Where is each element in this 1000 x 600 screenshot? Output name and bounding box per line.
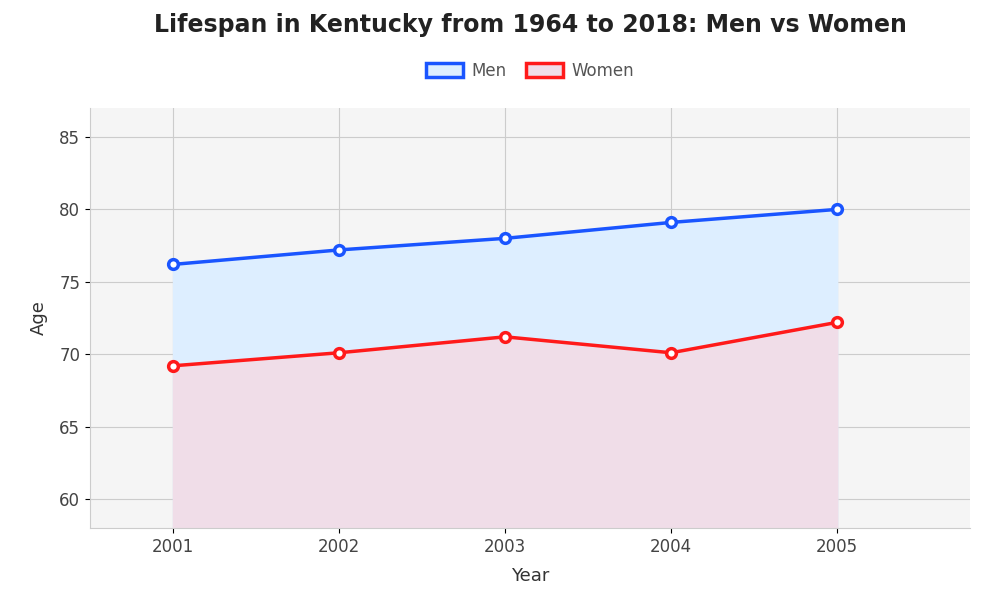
Y-axis label: Age: Age	[30, 301, 48, 335]
Legend: Men, Women: Men, Women	[426, 62, 634, 80]
Title: Lifespan in Kentucky from 1964 to 2018: Men vs Women: Lifespan in Kentucky from 1964 to 2018: …	[154, 13, 906, 37]
X-axis label: Year: Year	[511, 567, 549, 585]
